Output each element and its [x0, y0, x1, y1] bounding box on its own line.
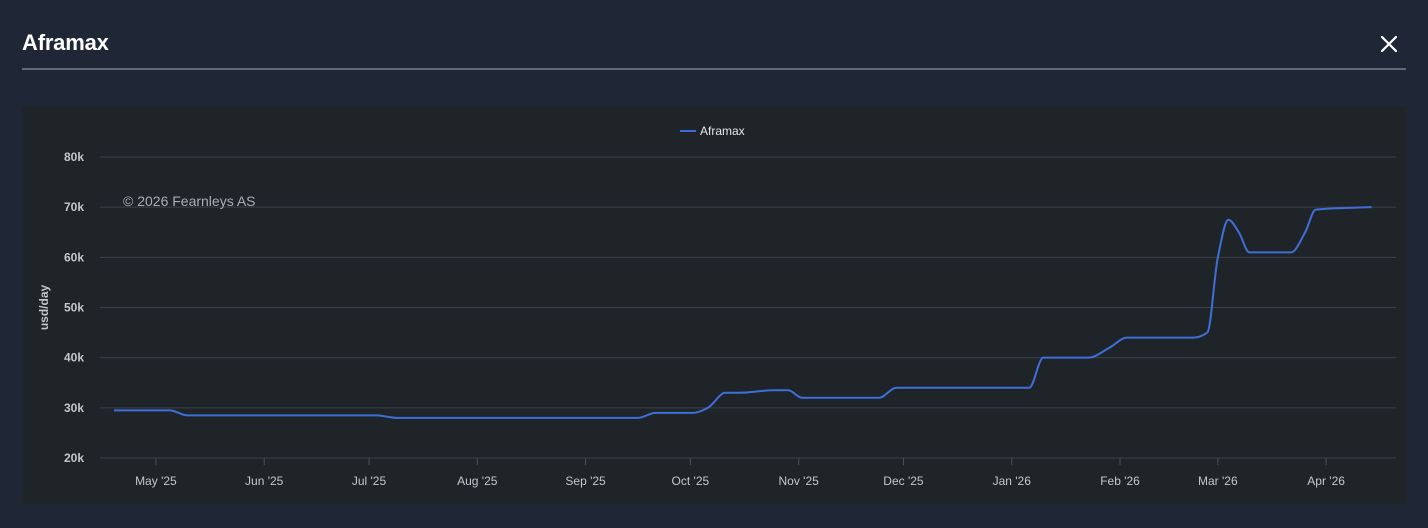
y-tick-label: 20k: [64, 451, 84, 465]
x-tick-label: May '25: [135, 474, 177, 488]
close-button[interactable]: [1378, 33, 1400, 55]
series-line-aframax[interactable]: [113, 206, 1372, 419]
x-tick-label: Feb '26: [1100, 474, 1140, 488]
x-tick-label: Jan '26: [993, 474, 1032, 488]
x-axis: May '25 Jun '25 Jul '25 Aug '25 Sep '25 Oct '…: [135, 458, 1345, 488]
x-tick-label: Nov '25: [778, 474, 819, 488]
legend[interactable]: Aframax: [680, 124, 745, 138]
x-tick-label: Apr '26: [1307, 474, 1345, 488]
x-tick-label: Sep '25: [565, 474, 606, 488]
y-tick-label: 50k: [64, 301, 84, 315]
modal-header: Aframax: [22, 0, 1406, 70]
y-tick-label: 30k: [64, 401, 84, 415]
chart-credit: © 2026 Fearnleys AS: [123, 193, 256, 209]
y-tick-label: 70k: [64, 200, 84, 214]
y-tick-label: 40k: [64, 351, 84, 365]
close-icon: [1380, 35, 1398, 53]
line-chart: 20k 30k 40k 50k 60k 70k 80k May '25 Jun '25 Jul …: [37, 124, 1396, 488]
x-tick-label: Oct '25: [672, 474, 710, 488]
modal-title: Aframax: [22, 30, 109, 55]
x-tick-label: Dec '25: [883, 474, 924, 488]
x-tick-label: Aug '25: [457, 474, 498, 488]
series-group: [113, 206, 1372, 419]
x-tick-label: Jul '25: [352, 474, 387, 488]
legend-label-aframax[interactable]: Aframax: [700, 124, 745, 138]
grid-lines: [100, 156, 1396, 459]
x-tick-label: Jun '25: [245, 474, 284, 488]
y-axis: 20k 30k 40k 50k 60k 70k 80k: [64, 150, 84, 465]
chart-panel: 20k 30k 40k 50k 60k 70k 80k May '25 Jun '25 Jul …: [22, 106, 1406, 504]
y-tick-label: 80k: [64, 150, 84, 164]
x-tick-label: Mar '26: [1198, 474, 1238, 488]
y-axis-title: usd/day: [37, 285, 51, 331]
y-tick-label: 60k: [64, 250, 84, 264]
